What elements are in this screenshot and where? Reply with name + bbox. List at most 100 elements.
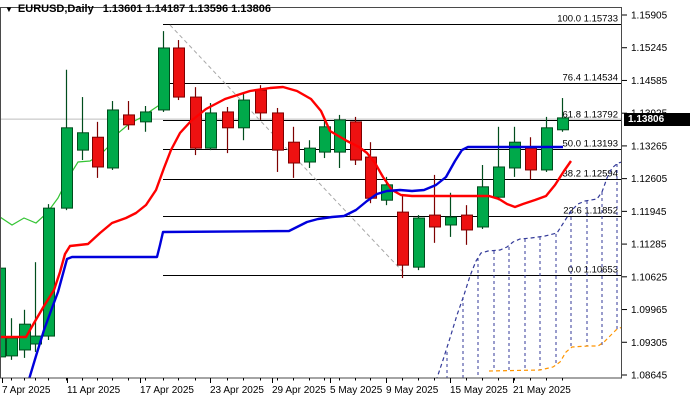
chart-header: ▼ EURUSD,Daily 1.13601 1.14187 1.13596 1.1… [5, 3, 271, 15]
candle-body [541, 127, 553, 171]
candle-bullish [304, 140, 316, 168]
fib-level-label: 100.0 1.15733 [557, 14, 618, 25]
chart-ohlc-values: 1.13601 1.14187 1.13596 1.13806 [102, 3, 271, 15]
y-axis-label: 1.11945 [631, 207, 667, 218]
candle-body [397, 211, 409, 266]
candle-bullish [107, 101, 119, 170]
candle-bearish [123, 101, 135, 130]
x-axis-label: 23 Apr 2025 [210, 385, 264, 396]
candle-body [255, 89, 267, 114]
fib-level-label: 50.0 1.13193 [563, 139, 618, 150]
candle-bearish [350, 116, 362, 165]
candle-bearish [365, 142, 377, 204]
plot-area[interactable]: 100.0 1.15733 76.4 1.14534 61.8 1.13792 50.… [0, 14, 622, 387]
x-axis-label: 5 May 2025 [330, 385, 383, 396]
candle-bearish [397, 195, 409, 279]
candle-body [413, 217, 425, 268]
y-axis-label: 1.13265 [631, 141, 668, 152]
candle-bullish [205, 103, 217, 151]
candle-body [238, 99, 250, 129]
candle-body [557, 117, 569, 131]
candle-bullish [413, 215, 425, 271]
candle-bullish [158, 31, 170, 112]
candle-body [6, 337, 18, 357]
chikou-span-line [0, 103, 162, 226]
candle-bullish [493, 126, 505, 201]
y-axis-label: 1.15245 [631, 43, 668, 54]
x-axis-label: 9 May 2025 [386, 385, 439, 396]
candle-bullish [61, 69, 73, 211]
candle-body [272, 112, 284, 151]
candle-body [173, 47, 185, 98]
candle-bearish [288, 126, 300, 178]
candle-body [461, 214, 473, 231]
x-axis-label: 7 Apr 2025 [2, 385, 51, 396]
baseline-blue-line [28, 145, 563, 378]
candle-bullish [238, 92, 250, 141]
x-axis-label: 21 May 2025 [513, 385, 571, 396]
candle-bullish [0, 266, 6, 360]
plot-border [0, 7, 622, 379]
candle-body [205, 112, 217, 149]
candle-body [158, 47, 170, 111]
fib-level-label: 23.6 1.11852 [563, 206, 618, 217]
y-axis-label: 1.11285 [631, 240, 667, 251]
candle-bullish [319, 117, 331, 159]
candle-body [43, 207, 55, 337]
y-axis-label: 1.08645 [631, 370, 668, 381]
candle-body [222, 111, 234, 129]
candle-body [0, 267, 6, 358]
candle-body [509, 141, 521, 169]
candle-body [77, 132, 89, 151]
candle-body [429, 214, 441, 228]
candle-bullish [140, 105, 152, 132]
candle-body [319, 126, 331, 153]
candle-bearish [173, 40, 185, 101]
senkou-span-b-line [488, 326, 622, 372]
x-axis-label: 29 Apr 2025 [272, 385, 326, 396]
fib-level-label: 61.8 1.13792 [563, 110, 618, 121]
x-axis-label: 15 May 2025 [450, 385, 508, 396]
chart-dropdown-icon[interactable]: ▼ [5, 5, 13, 14]
y-axis-label: 1.09305 [631, 338, 668, 349]
candle-body [190, 96, 202, 149]
y-axis-label: 1.15905 [631, 11, 668, 22]
candle-bullish [77, 97, 89, 161]
fib-level-label: 0.0 1.10653 [568, 265, 618, 276]
candle-body [92, 136, 104, 168]
fib-trend-dashed-line [169, 24, 406, 275]
fib-level-label: 38.2 1.12594 [563, 169, 618, 180]
candle-body [107, 109, 119, 169]
candle-bearish [525, 137, 537, 180]
candle-bullish [334, 114, 346, 168]
candle-body [525, 147, 537, 171]
current-price-tag: 1.13806 [624, 113, 690, 126]
fib-level-label: 76.4 1.14534 [563, 73, 618, 84]
candle-body [477, 186, 489, 228]
candle-bullish [445, 192, 457, 237]
candle-bullish [509, 126, 521, 177]
ma-red-line [0, 85, 572, 339]
y-axis-label: 1.12605 [631, 174, 668, 185]
candle-bullish [557, 98, 569, 132]
candle-bearish [272, 107, 284, 172]
chart-symbol-period: EURUSD,Daily [17, 3, 94, 15]
y-axis-label: 1.09965 [631, 305, 668, 316]
candle-body [61, 127, 73, 209]
candles-group [0, 31, 569, 360]
candle-bullish [30, 262, 42, 352]
candle-body [123, 114, 135, 126]
y-axis-label: 1.14585 [631, 76, 668, 87]
candle-bearish [222, 106, 234, 154]
candle-body [304, 147, 316, 163]
candle-body [445, 216, 457, 226]
candle-bearish [461, 205, 473, 245]
candle-body [140, 111, 152, 123]
x-axis-label: 11 Apr 2025 [67, 385, 121, 396]
candle-body [288, 141, 300, 164]
candle-body [350, 121, 362, 161]
candle-bearish [92, 121, 104, 178]
x-axis-label: 17 Apr 2025 [140, 385, 194, 396]
